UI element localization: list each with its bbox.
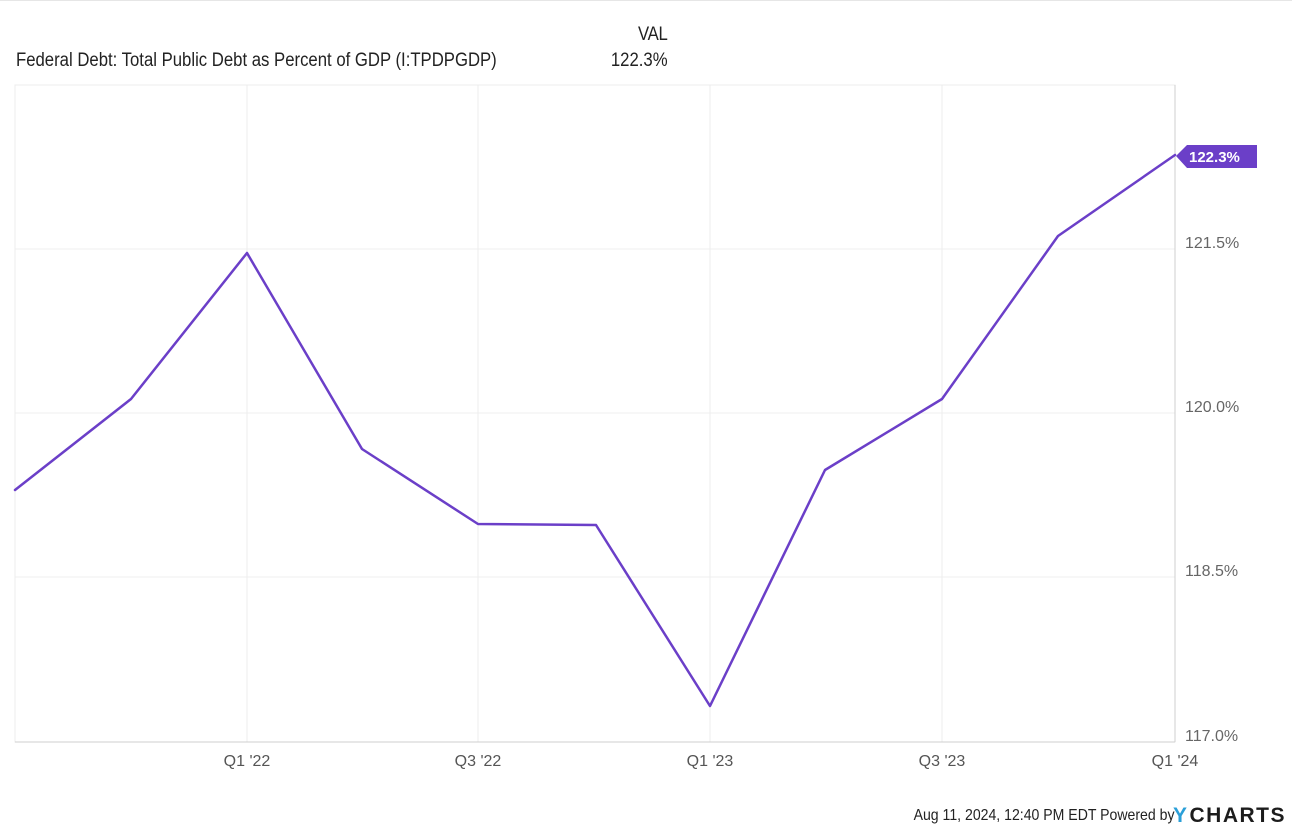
y-tick-label: 117.0% (1185, 728, 1238, 745)
x-tick-label: Q1 '22 (224, 753, 271, 770)
ycharts-logo-mark: Y (1172, 804, 1189, 827)
x-tick-label: Q3 '22 (455, 753, 502, 770)
horizontal-gridlines (15, 248, 1175, 578)
y-tick-label: 121.5% (1185, 235, 1239, 252)
x-tick-label: Q3 '23 (919, 753, 966, 770)
series-line[interactable] (13, 153, 1177, 708)
x-tick-label: Q1 '24 (1152, 753, 1199, 770)
x-axis-labels: Q1 '22 Q3 '22 Q1 '23 Q3 '23 Q1 '24 (224, 753, 1199, 770)
y-axis-labels: 121.5% 120.0% 118.5% 117.0% (1185, 235, 1239, 745)
footer: Aug 11, 2024, 12:40 PM EDT Powered by Y … (878, 804, 1286, 828)
legend-column-header: VAL (638, 24, 668, 45)
footer-timestamp: Aug 11, 2024, 12:40 PM EDT (914, 807, 1097, 824)
ycharts-logo-wordmark: CHARTS (1189, 804, 1286, 827)
last-value-badge: 122.3% (1176, 145, 1257, 168)
footer-attribution: Aug 11, 2024, 12:40 PM EDT Powered by (914, 807, 1175, 825)
x-tick-label: Q1 '23 (687, 753, 734, 770)
legend-series-value: 122.3% (610, 50, 668, 71)
legend-row[interactable]: Federal Debt: Total Public Debt as Perce… (16, 50, 668, 72)
footer-powered-by: Powered by (1100, 807, 1175, 824)
legend-series-name[interactable]: Federal Debt: Total Public Debt as Perce… (16, 50, 497, 71)
y-tick-label: 118.5% (1185, 563, 1238, 580)
vertical-gridlines (246, 85, 943, 742)
ycharts-logo[interactable]: Y CHARTS (1173, 804, 1286, 828)
last-value-badge-text: 122.3% (1189, 149, 1240, 166)
y-tick-label: 120.0% (1185, 399, 1239, 416)
top-divider (0, 0, 1292, 1)
